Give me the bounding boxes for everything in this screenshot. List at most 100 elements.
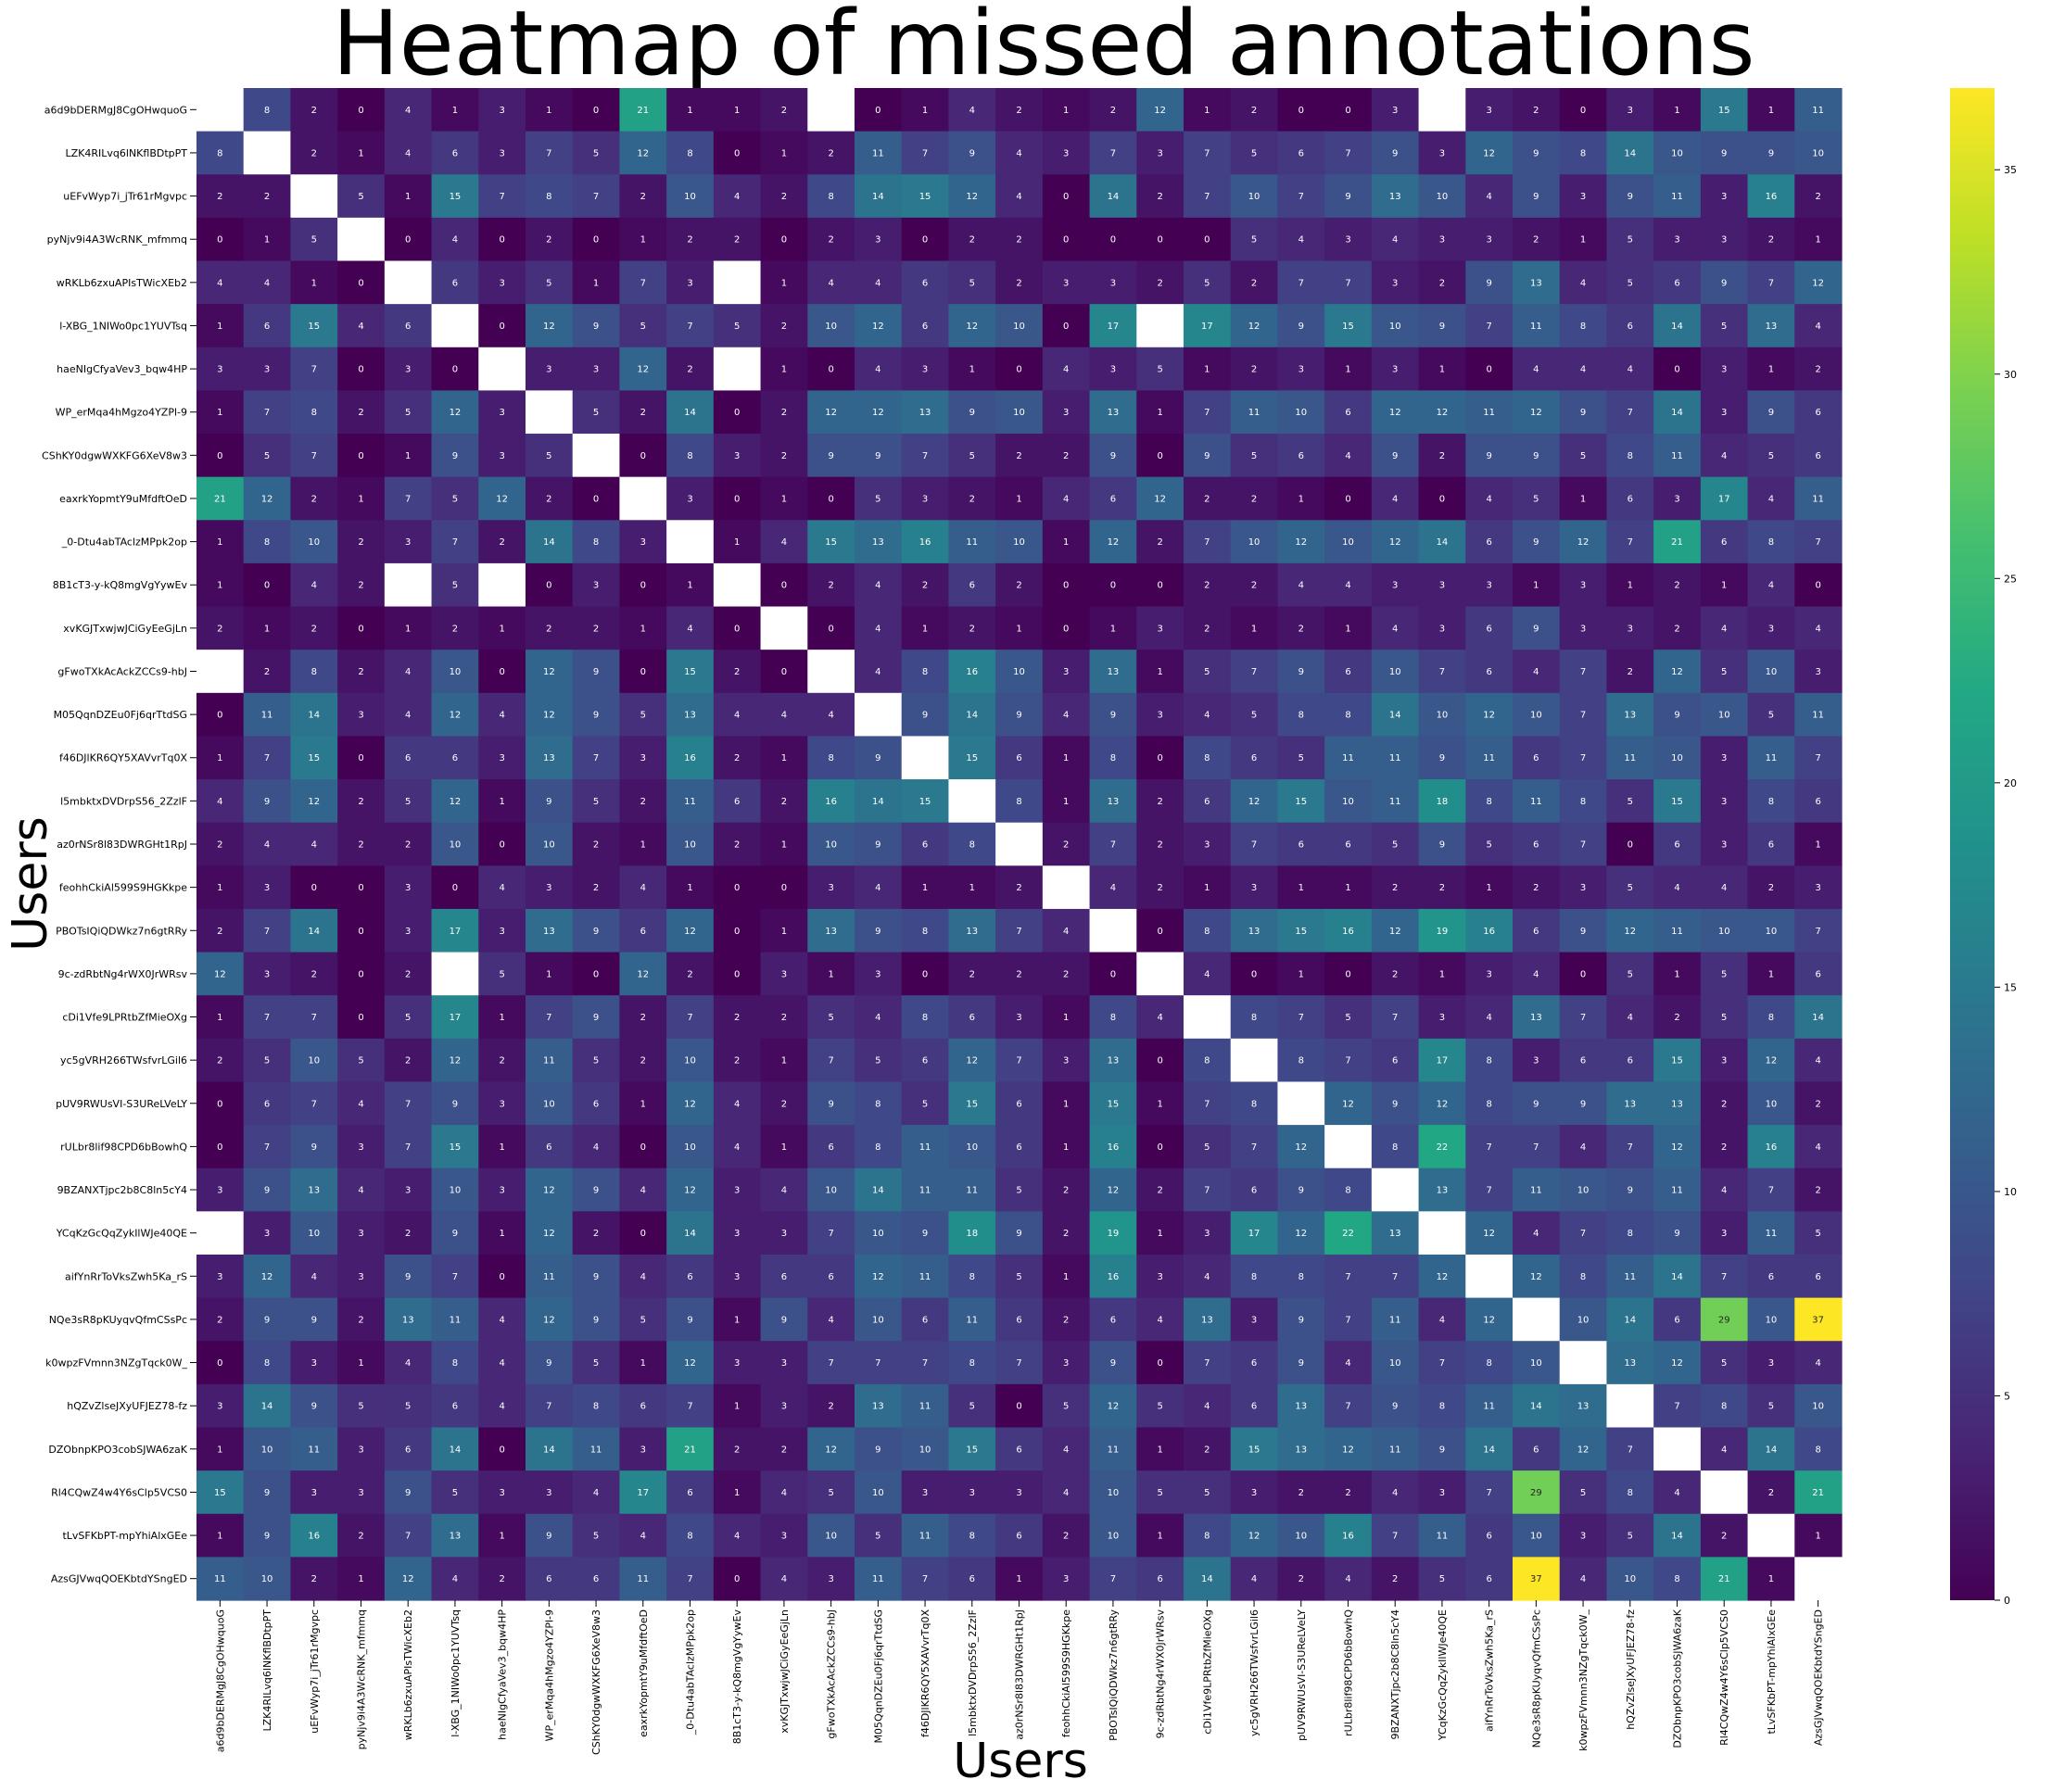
cell-value-label: 4 [1628,1013,1633,1023]
heatmap-cell [1465,1383,1514,1429]
heatmap-cell [1465,304,1514,348]
cell-value-label: 3 [1674,494,1679,504]
colorbar-tick-label: 25 [2004,573,2017,585]
heatmap-cell [1747,434,1795,478]
heatmap-cell [713,1038,762,1083]
cell-value-label: 4 [1157,1315,1162,1325]
cell-value-label: 0 [1628,840,1633,851]
cell-value-label: 0 [1063,581,1069,591]
heatmap-cell [1371,1211,1420,1256]
heatmap-cell [1418,1211,1466,1256]
cell-value-label: 2 [734,1013,740,1023]
cell-value-label: 2 [922,581,928,591]
heatmap-cell [760,260,808,305]
heatmap-cell [1513,822,1561,866]
cell-value-label: 1 [546,106,551,116]
cell-value-label: 1 [734,106,740,116]
heatmap-cell [855,562,903,608]
cell-value-label: 0 [640,1142,646,1153]
heatmap-cell [713,952,762,996]
heatmap-cell [1513,779,1561,824]
cell-value-label: 2 [358,1532,363,1542]
cell-value-label: 5 [1628,1532,1633,1542]
cell-value-label: 3 [1016,1013,1021,1023]
heatmap-cell [1089,347,1137,391]
cell-value-label: 11 [1483,408,1495,418]
heatmap-cell [1700,174,1749,219]
heatmap-cell [1700,476,1749,521]
heatmap-cell [1136,865,1184,910]
heatmap-cell [807,736,855,780]
cell-value-label: 7 [1486,322,1491,332]
heatmap-cell [431,88,479,133]
cell-value-label: 6 [734,797,740,807]
x-tick-label: hQZvZlseJXyUFJEZ78-fz [1625,1609,1637,1730]
heatmap-cell [713,174,762,219]
cell-value-label: 12 [872,322,884,332]
heatmap-cell [1794,260,1843,305]
heatmap-cell [901,1341,950,1385]
heatmap-cell [1700,520,1749,564]
cell-value-label: 6 [922,1315,928,1325]
cell-value-label: 2 [217,927,222,937]
heatmap-cell [384,1254,433,1299]
heatmap-cell [1324,1125,1373,1169]
cell-value-label: 3 [1063,278,1069,288]
heatmap-cell [713,1513,762,1558]
heatmap-cell [1371,650,1420,694]
cell-value-label: 10 [1295,408,1307,418]
cell-value-label: 7 [1204,1358,1210,1369]
heatmap-cell [1513,865,1561,910]
heatmap-cell [1042,606,1091,650]
x-tick-label: eaxrkYopmtY9uMfdftOeD [638,1609,650,1737]
heatmap-cell [901,1081,950,1126]
heatmap-cell [1136,562,1184,608]
cell-value-label: 12 [825,408,837,418]
heatmap-cell [1230,1513,1279,1558]
heatmap-cell [1418,1557,1466,1601]
y-tick-label: rULbr8lif98CPD6bBowhQ [60,1141,187,1153]
cell-value-label: 1 [1063,753,1069,763]
x-tick-label: aifYnRrToVksZwh5Ka_rS [1484,1609,1496,1732]
heatmap-cell [478,347,526,391]
cell-value-label: 4 [1157,1013,1162,1023]
heatmap-cell [196,347,245,391]
heatmap-cell [337,1470,386,1515]
heatmap-cell [243,562,292,608]
heatmap-cell [760,1470,808,1515]
y-tick-label: l5mbktxDVDrpS56_2ZzlF [60,795,187,807]
heatmap-cell [1513,260,1561,305]
cell-value-label: 9 [1392,1099,1398,1109]
heatmap-cell [1747,1211,1795,1256]
cell-value-label: 12 [543,1315,555,1325]
heatmap-cell [948,260,996,305]
heatmap-cell [1324,476,1373,521]
cell-value-label: 22 [1437,1142,1449,1153]
heatmap-cell [760,952,808,996]
cell-value-label: 2 [828,1402,833,1412]
cell-value-label: 11 [1624,1272,1636,1282]
cell-value-label: 0 [1157,1056,1162,1066]
heatmap-cell [1042,347,1091,391]
heatmap-cell [1089,650,1137,694]
cell-value-label: 10 [1437,711,1449,721]
cell-value-label: 1 [1157,1229,1162,1239]
cell-value-label: 4 [875,667,880,677]
heatmap-cell [1136,1167,1184,1212]
cell-value-label: 12 [1154,106,1166,116]
heatmap-cell [1700,1038,1749,1083]
cell-value-label: 4 [734,711,740,721]
heatmap-cell [478,476,526,521]
heatmap-cell [1700,260,1749,305]
heatmap-cell [1747,650,1795,694]
heatmap-cell [1184,304,1232,348]
heatmap-cell [1747,562,1795,608]
heatmap-cell [526,995,574,1040]
y-axis-label: Users [3,816,58,952]
cell-value-label: 10 [1295,1532,1307,1542]
heatmap-cell [1606,1254,1654,1299]
cell-value-label: 9 [1533,148,1539,158]
colorbar-tick-label: 5 [2004,1390,2010,1402]
cell-value-label: 6 [1298,840,1304,851]
heatmap-cell [384,1081,433,1126]
